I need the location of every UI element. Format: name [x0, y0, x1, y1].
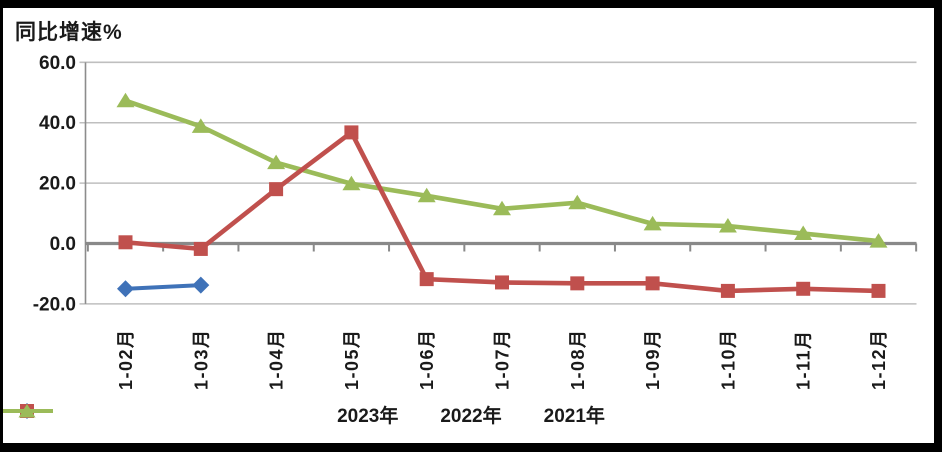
series-marker-2021年: [718, 217, 737, 233]
x-tick-label: 1-11月: [794, 329, 814, 390]
y-tick-label: 60.0: [39, 53, 76, 74]
legend-item-2022年: 2022年: [1, 401, 502, 428]
series-marker-2021年: [493, 200, 511, 216]
series-marker-2021年: [568, 194, 587, 210]
legend-label: 2022年: [440, 406, 502, 427]
series-marker-2022年: [720, 283, 735, 298]
x-tick-label: 1-07月: [493, 328, 513, 390]
x-tick-label: 1-04月: [267, 328, 287, 390]
series-marker-2022年: [495, 275, 509, 290]
y-tick-label: -20.0: [33, 294, 76, 315]
y-tick-label: 40.0: [39, 113, 76, 134]
x-tick-label: 1-09月: [643, 328, 663, 390]
x-tick-label: 1-08月: [568, 328, 588, 390]
series-marker-2022年: [871, 283, 886, 298]
series-marker-2021年: [342, 175, 361, 191]
series-marker-2023年: [192, 276, 210, 294]
legend-label: 2021年: [543, 406, 605, 427]
legend-marker-triangle-icon: [1, 404, 53, 418]
series-marker-2022年: [570, 276, 585, 291]
legend-item-2023年: 2023年: [1, 401, 399, 428]
legend-item-2021年: 2021年: [1, 401, 605, 428]
series-marker-2021年: [116, 92, 135, 108]
series-marker-2023年: [117, 280, 134, 298]
legend-label: 2023年: [337, 406, 399, 427]
x-tick-label: 1-05月: [342, 328, 362, 390]
series-marker-2022年: [645, 276, 660, 291]
series-marker-2022年: [344, 125, 359, 140]
x-tick-label: 1-12月: [869, 328, 889, 390]
series-marker-2021年: [643, 215, 662, 231]
legend: 2023年 2022年 2021年: [0, 401, 942, 428]
x-tick-label: 1-03月: [191, 328, 211, 390]
series-marker-2021年: [869, 233, 888, 248]
x-tick-label: 1-02月: [116, 328, 136, 390]
series-marker-2022年: [118, 235, 133, 250]
series-marker-2021年: [267, 154, 286, 170]
y-tick-label: 20.0: [39, 174, 76, 195]
series-marker-2022年: [269, 182, 284, 197]
series-marker-2022年: [193, 241, 208, 256]
x-tick-label: 1-10月: [718, 328, 738, 390]
series-marker-2022年: [796, 281, 811, 296]
series-line-2023年: [125, 283, 201, 291]
chart-title: 同比增速%: [15, 21, 123, 44]
x-tick-label: 1-06月: [417, 328, 437, 390]
y-tick-label: 0.0: [50, 234, 76, 255]
series-marker-2022年: [419, 272, 434, 287]
series-marker-2021年: [191, 118, 210, 133]
series-marker-2021年: [794, 225, 813, 241]
series-marker-2021年: [417, 187, 436, 203]
